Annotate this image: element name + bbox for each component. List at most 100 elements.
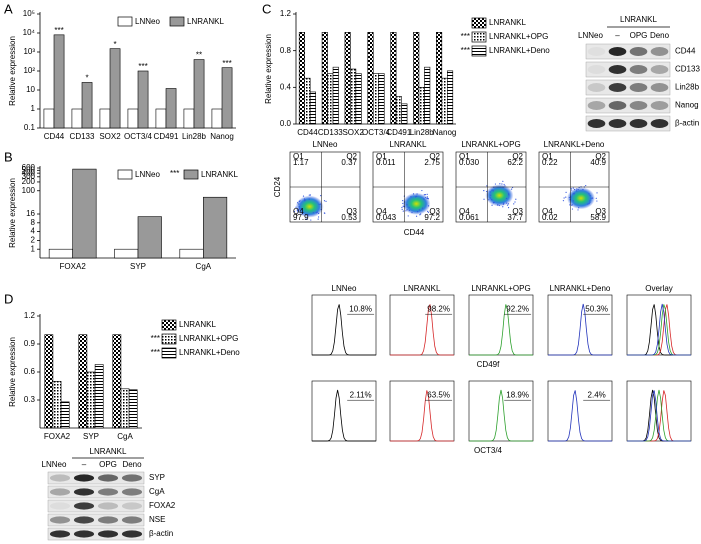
dot [408, 209, 410, 211]
x-tick-label: Nanog [433, 128, 457, 137]
quadrant-name: Q2 [429, 152, 440, 161]
blot-row-label: FOXA2 [149, 501, 176, 510]
dot [486, 185, 488, 187]
x-tick-label: SOX2 [99, 132, 121, 141]
blot-header: LNRANKL [90, 447, 127, 456]
dot [592, 197, 594, 199]
bar [344, 32, 351, 125]
y-tick-label: 0.3 [24, 395, 36, 404]
quadrant-name: Q3 [429, 207, 440, 216]
bar [86, 371, 96, 429]
quadrant-value: 62.2 [507, 158, 523, 167]
dot [295, 206, 297, 208]
legend-label: LNRANKL [187, 17, 224, 26]
bar [99, 108, 111, 129]
dot [571, 204, 573, 206]
blot-strip [47, 499, 145, 513]
legend-swatch [471, 17, 487, 29]
blot-band [121, 516, 143, 524]
hist-curve [548, 303, 612, 356]
quadrant-value: 40.9 [590, 158, 606, 167]
dot [570, 187, 572, 190]
y-axis-label: CD24 [273, 176, 282, 197]
blot-band [73, 530, 95, 538]
blot-band [629, 101, 648, 110]
y-tick-label: 10 [26, 85, 35, 94]
dot-cloud [295, 195, 324, 218]
dot [483, 190, 485, 192]
dot [504, 185, 506, 187]
lane-label: OPG [99, 460, 117, 469]
bar [179, 248, 204, 259]
lane-label: OPG [630, 31, 648, 40]
dot [307, 218, 309, 220]
blot-band [49, 488, 71, 496]
quadrant-value: 0.043 [376, 213, 397, 222]
y-axis-label: Relative expression [8, 36, 17, 106]
blot-band [587, 83, 606, 92]
blot-row-label: β-actin [149, 529, 173, 538]
blot-row-label: β-actin [675, 119, 699, 128]
y-tick-label: 16 [26, 209, 35, 218]
quadrant-name: Q4 [293, 207, 304, 216]
legend-label: LNNeo [135, 170, 160, 179]
y-tick-label: 10² [23, 66, 35, 75]
blot-band [121, 502, 143, 510]
legend-swatch [161, 347, 177, 359]
blot-band [97, 474, 119, 482]
dot [317, 216, 320, 218]
blot-strip [47, 471, 145, 485]
dot [491, 189, 493, 191]
dot [508, 193, 510, 195]
lane-label: Deno [122, 460, 142, 469]
y-tick-label: 400 [22, 168, 36, 177]
bar [221, 67, 233, 129]
legend-note: *** [151, 334, 160, 343]
dot [588, 203, 590, 205]
dot [320, 195, 322, 197]
blot-band [650, 47, 669, 56]
dot [587, 203, 589, 205]
y-axis-label: Relative expression [264, 34, 273, 104]
x-tick-label: OCT3/4 [362, 128, 391, 137]
hist-curve [390, 390, 454, 442]
significance: *** [222, 59, 231, 68]
legend-label: LNRANKL [201, 170, 238, 179]
y-tick-label: 500 [22, 165, 36, 174]
x-tick-label: FOXA2 [60, 262, 87, 271]
lane-label: LNNeo [42, 460, 67, 469]
dot [499, 183, 501, 185]
y-tick-label: 10⁵ [23, 9, 35, 18]
dot [308, 214, 310, 216]
bar [44, 334, 54, 429]
blot-band [97, 530, 119, 538]
quadrant-value: 0.061 [459, 213, 480, 222]
dot [308, 194, 310, 196]
quadrant-name: Q1 [376, 152, 387, 161]
x-tick-label: SYP [130, 262, 146, 271]
quadrant-value: 97.2 [424, 213, 440, 222]
dot [302, 195, 305, 197]
blot-band [73, 474, 95, 482]
quadrant-name: Q3 [346, 207, 357, 216]
bar [183, 108, 195, 129]
bar [193, 59, 205, 129]
dot [502, 203, 504, 205]
legend-swatch [183, 169, 199, 180]
blot-band [587, 101, 606, 110]
quadrant-value: 0.37 [341, 158, 357, 167]
gate-label: 2.4% [588, 390, 606, 399]
bar [355, 73, 362, 125]
hist-curve [469, 304, 533, 356]
dot [297, 202, 299, 204]
dot [427, 211, 430, 213]
bar [120, 388, 130, 429]
legend-swatch [161, 333, 177, 345]
quadrant-name: Q4 [376, 207, 387, 216]
gate-label: 92.2% [506, 304, 529, 313]
dot [501, 183, 503, 185]
quadrant-value: 0.030 [459, 158, 480, 167]
blot-band [97, 516, 119, 524]
x-axis-label: CD49f [477, 360, 500, 369]
legend-note: *** [151, 348, 160, 357]
